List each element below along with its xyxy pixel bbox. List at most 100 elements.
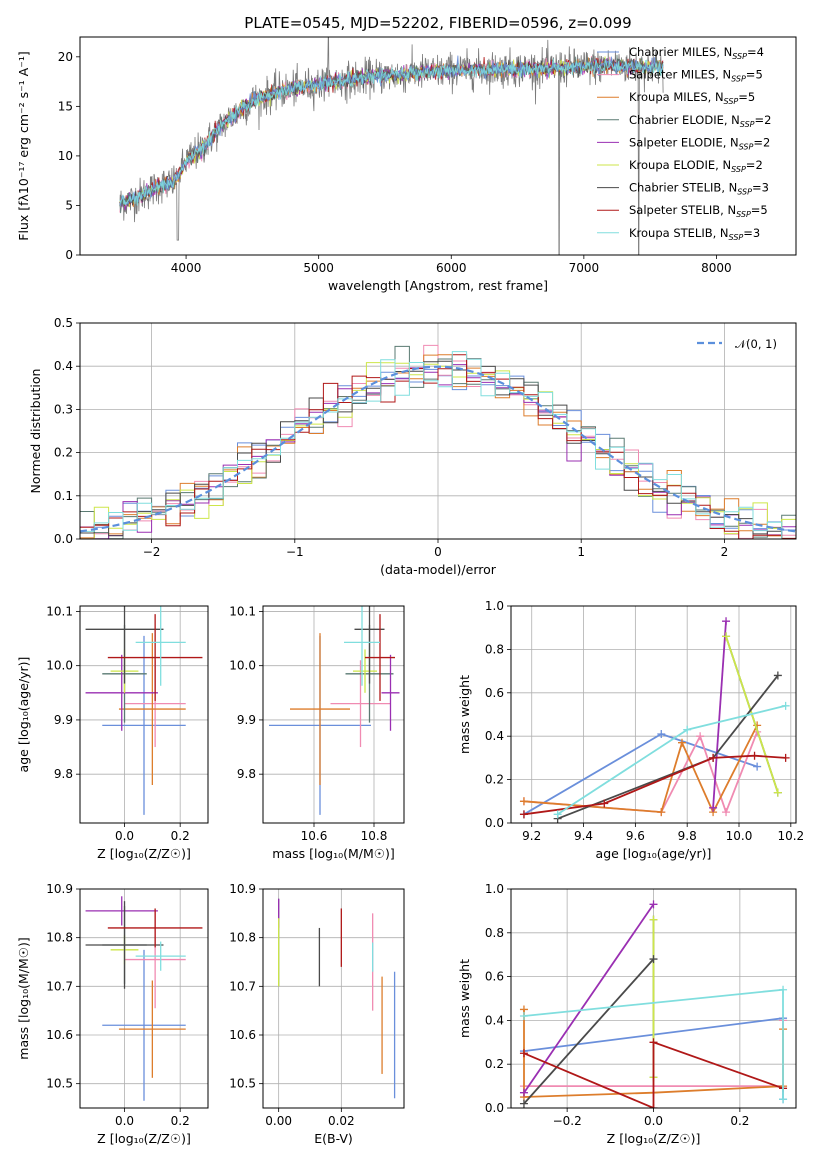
y-tick-label: 10 bbox=[58, 149, 73, 163]
y-axis-label: Flux [fλ10⁻¹⁷ erg cm⁻² s⁻¹ A⁻¹] bbox=[16, 51, 31, 240]
chart-title: PLATE=0545, MJD=52202, FIBERID=0596, z=0… bbox=[244, 14, 631, 32]
hist-step-chabrier-stelib bbox=[80, 358, 796, 539]
plus-marker bbox=[519, 797, 528, 806]
x-tick-label: 9.8 bbox=[678, 829, 697, 843]
y-tick-label: 10.0 bbox=[46, 659, 73, 673]
legend-equals: = bbox=[747, 45, 757, 59]
y-tick-label: 0.5 bbox=[54, 316, 73, 330]
y-tick-label: 20 bbox=[58, 50, 73, 64]
x-tick-label: 0.02 bbox=[328, 1114, 355, 1128]
y-tick-label: 0.4 bbox=[485, 1013, 504, 1027]
weight-line-salpeter-elodie bbox=[523, 903, 655, 1094]
y-tick-label: 0.8 bbox=[485, 926, 504, 940]
legend-entry: Chabrier ELODIE, NSSP=2 bbox=[629, 113, 771, 129]
y-tick-label: 10.7 bbox=[46, 979, 73, 993]
legend-entry: Kroupa ELODIE, NSSP=2 bbox=[629, 158, 763, 174]
plus-marker bbox=[781, 701, 790, 710]
x-tick-label: −2 bbox=[143, 545, 161, 559]
x-tick-label: 0.0 bbox=[115, 1114, 134, 1128]
legend-entry: Chabrier STELIB, NSSP=3 bbox=[629, 181, 769, 197]
legend-label: Kroupa ELODIE, N bbox=[629, 158, 731, 172]
axes-frame bbox=[79, 888, 209, 1109]
errorbar-point bbox=[85, 901, 164, 989]
x-tick-label: 0.2 bbox=[171, 829, 190, 843]
plus-marker bbox=[519, 1099, 528, 1108]
y-tick-label: 9.8 bbox=[54, 767, 73, 781]
weight-line-salpeter-miles bbox=[523, 731, 758, 815]
panel-mass-vs-Z: 0.0 0.2 10.5 10.6 10.7 10.8 10.9 Z [log₁₀(Z/Z☉)… bbox=[16, 882, 209, 1146]
axes-frame bbox=[510, 888, 797, 1109]
hist-step-salpeter-stelib bbox=[80, 354, 796, 539]
plus-marker bbox=[600, 799, 609, 808]
plot-area bbox=[119, 37, 664, 255]
residual-legend: 𝒩(0, 1) bbox=[697, 337, 777, 351]
legend-nssp: 4 bbox=[757, 45, 764, 59]
errorbar-point bbox=[102, 949, 186, 1101]
x-tick-label: 7000 bbox=[569, 261, 600, 275]
y-tick-label: 10.6 bbox=[46, 1028, 73, 1042]
x-axis-label: Z [log₁₀(Z/Z☉)] bbox=[97, 846, 191, 861]
legend-equals: = bbox=[746, 68, 756, 82]
errorbar-point bbox=[85, 606, 164, 684]
panel-weight-vs-Z: −0.2 0.0 0.2 0.0 0.2 0.4 0.6 0.8 1.0 Z [log₁₀(Z/Z… bbox=[457, 882, 797, 1146]
weight-line-salpeter-stelib bbox=[523, 754, 786, 816]
weight-line-kroupa-stelib bbox=[557, 704, 786, 816]
plus-marker bbox=[696, 732, 705, 741]
errorbar-point bbox=[135, 606, 186, 686]
y-axis-label: mass [log₁₀(M/M☉)] bbox=[16, 937, 31, 1059]
y-tick-label: 0.3 bbox=[54, 402, 73, 416]
plot-area bbox=[80, 344, 796, 539]
panel-residuals: −2 −1 0 1 2 0.0 0.1 0.2 0.3 0.4 0.5 (data-model)/er… bbox=[28, 316, 797, 577]
plus-marker bbox=[683, 725, 692, 734]
errorbar-point bbox=[135, 941, 186, 971]
x-tick-label: 10.8 bbox=[361, 829, 388, 843]
x-tick-label: 9.4 bbox=[574, 829, 593, 843]
weight-line-salpeter-stelib bbox=[523, 1041, 784, 1108]
x-tick-label: 10.6 bbox=[301, 829, 328, 843]
errorbar-point bbox=[85, 896, 158, 926]
legend-entry: Chabrier MILES, NSSP=4 bbox=[629, 45, 764, 61]
plus-marker bbox=[722, 632, 731, 641]
x-tick-label: 10.2 bbox=[777, 829, 804, 843]
y-tick-label: 0.6 bbox=[485, 970, 504, 984]
legend-equals: = bbox=[751, 203, 761, 217]
y-tick-label: 9.9 bbox=[237, 713, 256, 727]
hist-step-kroupa-stelib bbox=[80, 351, 796, 539]
x-tick-label: 9.2 bbox=[522, 829, 541, 843]
errorbar-point bbox=[85, 654, 158, 731]
plus-marker bbox=[678, 738, 686, 747]
model-line-kroupa-stelib bbox=[119, 58, 664, 206]
panel-weight-vs-age: 9.2 9.4 9.6 9.8 10.0 10.2 0.0 0.2 0.4 0.6 0.8 1.0 ag… bbox=[457, 599, 804, 861]
y-tick-label: 9.8 bbox=[237, 767, 256, 781]
y-tick-label: 10.5 bbox=[46, 1077, 73, 1091]
y-tick-label: 0.0 bbox=[485, 816, 504, 830]
plus-marker bbox=[709, 803, 718, 812]
model-line-kroupa-elodie bbox=[119, 56, 664, 208]
y-tick-label: 10.9 bbox=[229, 882, 256, 896]
legend-nssp: 3 bbox=[762, 181, 769, 195]
y-tick-label: 0.6 bbox=[485, 686, 504, 700]
legend-nssp: 5 bbox=[755, 68, 762, 82]
y-tick-label: 9.9 bbox=[54, 713, 73, 727]
errorbar-point bbox=[353, 649, 377, 693]
plot-area bbox=[519, 900, 788, 1108]
y-tick-label: 0.2 bbox=[54, 446, 73, 460]
errorbar-point bbox=[102, 635, 186, 815]
legend-subscript: SSP bbox=[731, 75, 746, 84]
plot-area bbox=[85, 606, 203, 815]
legend-nssp: 5 bbox=[760, 203, 767, 217]
y-tick-label: 0.4 bbox=[54, 359, 73, 373]
legend-subscript: SSP bbox=[736, 210, 751, 219]
y-axis-label: Normed distribution bbox=[28, 369, 43, 494]
panel-age-vs-mass: 10.6 10.8 9.8 9.9 10.0 10.1 mass [log₁₀(M/M☉)] bbox=[229, 604, 405, 861]
y-tick-label: 0.4 bbox=[485, 729, 504, 743]
plus-marker bbox=[722, 808, 731, 817]
legend-nssp: 2 bbox=[755, 158, 762, 172]
legend-subscript: SSP bbox=[740, 120, 755, 129]
legend-subscript: SSP bbox=[739, 142, 754, 151]
y-axis-label: age [log₁₀(age/yr)] bbox=[16, 657, 31, 773]
plus-marker bbox=[553, 810, 562, 819]
errorbar-point bbox=[107, 908, 203, 948]
plus-marker bbox=[709, 753, 718, 762]
